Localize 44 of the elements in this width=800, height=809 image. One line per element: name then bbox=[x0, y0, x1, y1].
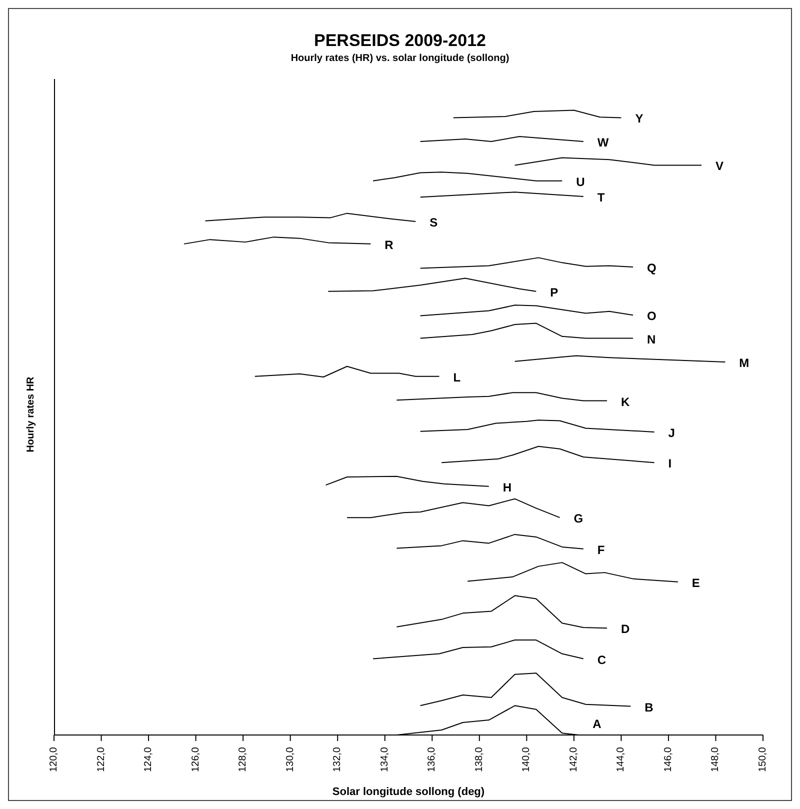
x-tick-label: 126,0 bbox=[190, 746, 202, 772]
series-label: M bbox=[739, 356, 750, 370]
series-label: K bbox=[621, 394, 630, 409]
x-tick-label: 150,0 bbox=[758, 746, 768, 772]
chart-title: PERSEIDS 2009-2012 bbox=[313, 31, 487, 51]
series-label: U bbox=[576, 174, 585, 189]
series-label: P bbox=[550, 285, 558, 300]
series-label: T bbox=[597, 190, 606, 204]
x-tick-label: 146,0 bbox=[662, 746, 674, 772]
x-tick-label: 144,0 bbox=[616, 746, 627, 772]
x-axis-title: Solar longitude sollong (deg) bbox=[332, 786, 485, 798]
y-axis-title: Hourly rates HR bbox=[26, 376, 36, 454]
x-tick-label: 138,0 bbox=[474, 746, 485, 772]
series-label: D bbox=[621, 622, 630, 636]
series-label: F bbox=[597, 542, 605, 557]
x-tick-label: 130,0 bbox=[284, 746, 296, 772]
series-label: G bbox=[574, 512, 584, 526]
series-label: C bbox=[597, 652, 606, 667]
x-tick-label: 134,0 bbox=[379, 746, 390, 772]
x-tick-label: 140,0 bbox=[521, 746, 532, 772]
x-tick-label: 124,0 bbox=[143, 746, 154, 772]
x-tick-label: 148,0 bbox=[710, 746, 722, 772]
series-label: N bbox=[647, 332, 656, 346]
series-label: L bbox=[453, 370, 461, 384]
chart-subtitle: Hourly rates (HR) vs. solar longitude (sollong) bbox=[290, 53, 510, 64]
series-label: J bbox=[668, 426, 675, 440]
series-label: S bbox=[430, 215, 438, 230]
x-tick-label: 132,0 bbox=[332, 746, 344, 772]
x-tick-label: 122,0 bbox=[96, 746, 107, 772]
series-label: W bbox=[597, 135, 610, 150]
x-tick-label: 120,0 bbox=[48, 746, 60, 772]
series-label: H bbox=[502, 480, 512, 494]
series-label: A bbox=[592, 717, 602, 731]
series-label: B bbox=[644, 700, 654, 714]
series-label: I bbox=[668, 456, 672, 471]
x-tick-label: 136,0 bbox=[426, 746, 438, 772]
x-tick-label: 142,0 bbox=[568, 746, 580, 772]
series-label: V bbox=[716, 159, 724, 174]
x-tick-label: 128,0 bbox=[238, 746, 249, 772]
series-label: Y bbox=[635, 112, 644, 126]
series-label: Q bbox=[647, 261, 656, 276]
series-label: E bbox=[692, 576, 700, 590]
series-label: O bbox=[647, 309, 656, 324]
series-label: R bbox=[384, 238, 394, 252]
